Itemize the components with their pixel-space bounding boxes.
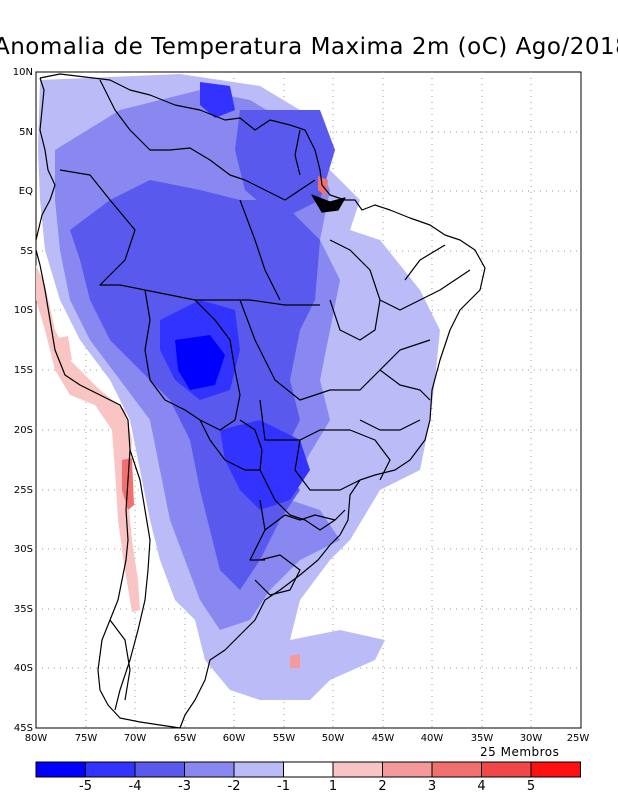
border-argentina-chile — [114, 449, 151, 711]
border-paraguay — [199, 419, 263, 471]
legend-swatch — [431, 761, 482, 778]
border-colombia-venezuela — [99, 79, 246, 181]
northwest-coast — [35, 77, 56, 241]
border-brazil-north — [244, 179, 316, 201]
legend-swatch — [481, 761, 532, 778]
border-brazil-states-4 — [329, 239, 381, 341]
legend-swatch — [35, 761, 86, 778]
map-title: Anomalia de Temperatura Maxima 2m (oC) A… — [0, 34, 618, 60]
lon-label: 55W — [273, 733, 296, 744]
coastlines-and-borders — [35, 73, 486, 729]
lon-label: 25W — [567, 733, 590, 744]
anomaly-region-warm-pacific — [58, 336, 72, 362]
lat-label: 30S — [14, 544, 33, 555]
legend-swatch — [382, 761, 433, 778]
legend-label: -1 — [277, 779, 290, 794]
legend-label: -3 — [178, 779, 191, 794]
color-legend-labels: -5 -4 -3 -2 -1 1 2 3 4 5 — [79, 779, 535, 794]
color-legend — [35, 761, 581, 778]
border-brazil-states-5 — [379, 269, 471, 311]
legend-label: -4 — [129, 779, 142, 794]
legend-swatch — [184, 761, 235, 778]
lon-label: 45W — [372, 733, 395, 744]
border-brazil-states-7 — [264, 514, 336, 531]
border-brazil-states-8 — [249, 499, 266, 561]
border-uruguay — [254, 554, 301, 596]
lon-label: 75W — [75, 733, 98, 744]
legend-label: 1 — [329, 779, 337, 794]
lat-label: 10N — [13, 67, 33, 78]
anomaly-region-very-strong-2 — [220, 420, 310, 510]
border-brazil-states-2 — [259, 399, 391, 481]
legend-label: 2 — [378, 779, 386, 794]
lon-label: 40W — [421, 733, 444, 744]
legend-swatch — [530, 761, 581, 778]
latitude-labels: 10N 5N EQ 5S 10S 15S 20S 25S 30S 35S 40S… — [13, 67, 33, 734]
lat-label: 25S — [14, 485, 33, 496]
anomaly-region-warm-small — [290, 654, 300, 668]
lat-label: 35S — [14, 604, 33, 615]
lon-label: 80W — [25, 733, 48, 744]
longitude-labels: 80W 75W 70W 65W 60W 55W 50W 45W 40W 35W … — [25, 733, 590, 744]
border-brazil-states-6 — [239, 199, 281, 301]
continent-outline — [39, 73, 486, 729]
west-coast — [35, 249, 181, 729]
lon-label: 60W — [223, 733, 246, 744]
lat-label: 40S — [14, 663, 33, 674]
lon-label: 65W — [174, 733, 197, 744]
legend-swatch — [283, 761, 334, 778]
anomaly-region-extreme — [175, 335, 225, 390]
border-peru-brazil — [59, 169, 320, 306]
lon-label: 50W — [322, 733, 345, 744]
border-amazon-delta — [311, 194, 346, 213]
legend-swatch — [85, 761, 136, 778]
lat-label: 5S — [20, 246, 33, 257]
border-brazil-states-3 — [294, 439, 361, 491]
anomaly-region-strong-north — [235, 110, 335, 220]
lon-label: 35W — [471, 733, 494, 744]
border-bolivia — [144, 289, 241, 431]
lat-label: 45S — [14, 723, 33, 734]
legend-swatch — [233, 761, 284, 778]
lat-label: 15S — [14, 365, 33, 376]
legend-label: 4 — [477, 779, 485, 794]
lat-label: EQ — [19, 186, 33, 197]
legend-label: -2 — [228, 779, 241, 794]
legend-label: 3 — [428, 779, 436, 794]
ensemble-members-note: 25 Membros — [480, 745, 560, 759]
lat-label: 5N — [19, 127, 33, 138]
legend-label: 5 — [527, 779, 535, 794]
border-chile-interior — [109, 619, 131, 701]
legend-swatch — [134, 761, 185, 778]
border-brazil-states — [239, 299, 431, 401]
lon-label: 30W — [520, 733, 543, 744]
border-brazil-states-9 — [404, 244, 446, 281]
lat-label: 20S — [14, 425, 33, 436]
legend-swatch — [332, 761, 383, 778]
legend-label: -5 — [79, 779, 92, 794]
lat-label: 10S — [14, 305, 33, 316]
border-brazil-states-10 — [379, 369, 431, 401]
border-brazil-states-12 — [294, 129, 301, 176]
anomaly-region-blue-north — [200, 82, 235, 118]
lon-label: 70W — [124, 733, 147, 744]
border-brazil-states-11 — [359, 419, 421, 431]
